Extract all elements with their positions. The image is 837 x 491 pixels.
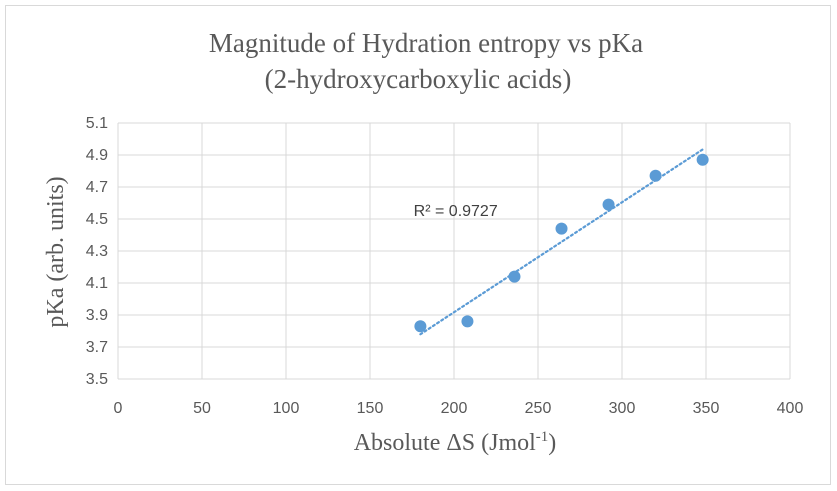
y-tick-label: 4.5 (86, 211, 108, 228)
data-point (696, 153, 709, 166)
r-squared-annotation: R² = 0.9727 (414, 203, 498, 220)
y-tick-label: 5.1 (86, 115, 108, 132)
data-point (555, 222, 568, 235)
data-point (602, 198, 615, 211)
x-tick-label: 250 (525, 400, 552, 417)
x-tick-label: 200 (441, 400, 468, 417)
x-axis-title-superscript: -1 (536, 429, 549, 445)
data-point (414, 320, 427, 333)
y-tick-label: 4.3 (86, 243, 108, 260)
x-tick-label: 0 (114, 400, 123, 417)
tick-labels: 3.5 3.7 3.9 4.1 4.3 4.5 4.7 4.9 5.1 0 50 100 150 200 2… (86, 115, 804, 417)
x-axis-title: Absolute ΔS (Jmol-1) (354, 429, 557, 456)
chart-frame (5, 5, 831, 485)
x-tick-label: 150 (357, 400, 384, 417)
y-tick-label: 3.9 (86, 307, 108, 324)
x-tick-label: 350 (693, 400, 720, 417)
data-point (461, 315, 474, 328)
x-tick-label: 50 (193, 400, 211, 417)
y-tick-label: 4.9 (86, 147, 108, 164)
y-tick-label: 4.7 (86, 179, 108, 196)
data-point (649, 169, 662, 182)
y-axis-title: pKa (arb. units) (43, 176, 69, 327)
chart-subtitle: (2-hydroxycarboxylic acids) (265, 64, 572, 94)
x-tick-label: 400 (777, 400, 804, 417)
x-axis-title-main: Absolute ΔS (Jmol (354, 430, 536, 456)
chart-title: Magnitude of Hydration entropy vs pKa (209, 28, 643, 58)
x-axis-title-suffix: ) (548, 430, 556, 456)
grid-lines (117, 122, 791, 380)
y-tick-label: 4.1 (86, 275, 108, 292)
y-tick-label: 3.7 (86, 339, 108, 356)
x-tick-label: 300 (609, 400, 636, 417)
y-tick-label: 3.5 (86, 371, 108, 388)
data-point (508, 270, 521, 283)
x-tick-label: 100 (273, 400, 300, 417)
data-points (414, 153, 709, 333)
